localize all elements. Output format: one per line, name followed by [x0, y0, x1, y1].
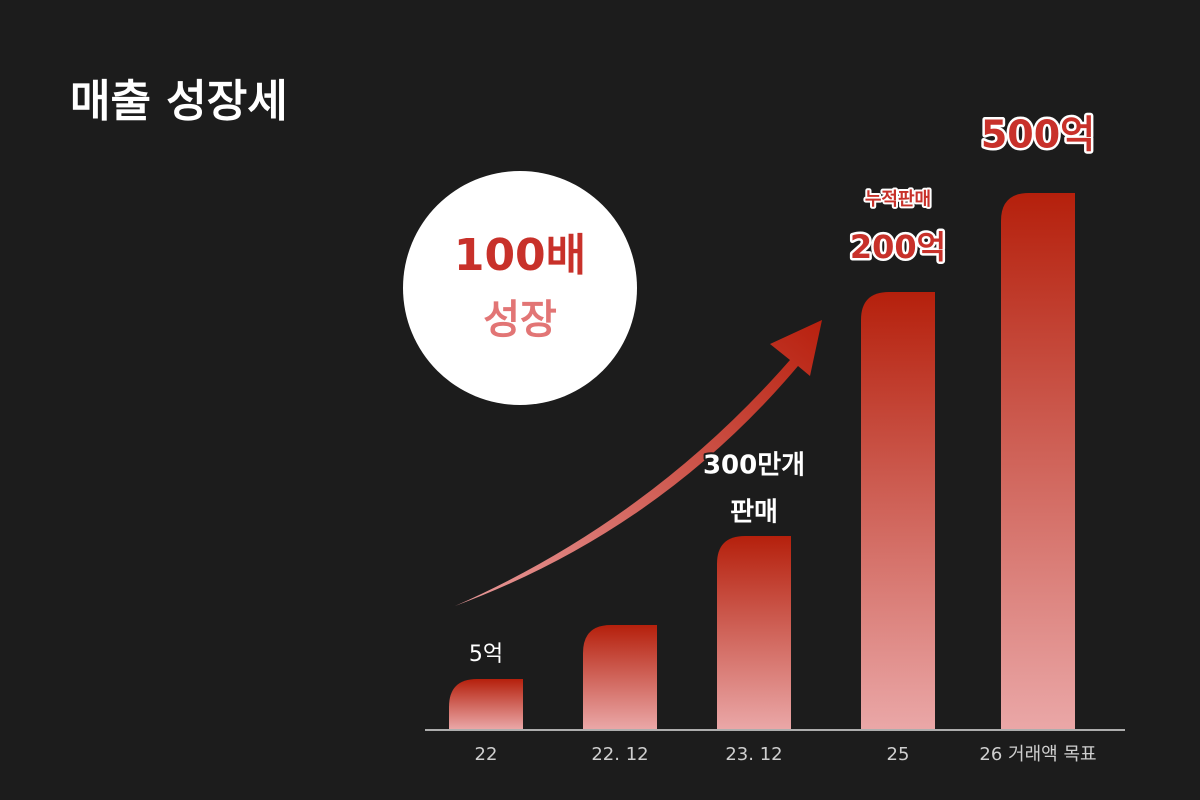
bar-note: 판매: [730, 498, 778, 528]
bar: [1001, 193, 1075, 729]
badge-line1: 100배: [454, 230, 586, 281]
bar: [583, 625, 657, 729]
bar: [861, 292, 935, 729]
bar-note: 누적판매: [865, 189, 931, 210]
bar-note: 500억: [981, 113, 1095, 157]
bar-note: 5억: [469, 642, 503, 667]
badge: [403, 171, 637, 405]
bar-label: 22: [475, 744, 498, 765]
title: 매출 성장세: [70, 76, 288, 127]
bar-label: 26 거래액 목표: [979, 744, 1096, 765]
bar-note: 200억: [850, 228, 946, 266]
bar: [717, 536, 791, 729]
bar-label: 25: [887, 744, 910, 765]
badge-line2: 성장: [483, 297, 557, 343]
growth-arrow: [455, 320, 822, 606]
bar-label: 23. 12: [725, 744, 782, 765]
bar-note: 300만개: [703, 451, 805, 481]
bar-label: 22. 12: [591, 744, 648, 765]
bar: [449, 679, 523, 729]
